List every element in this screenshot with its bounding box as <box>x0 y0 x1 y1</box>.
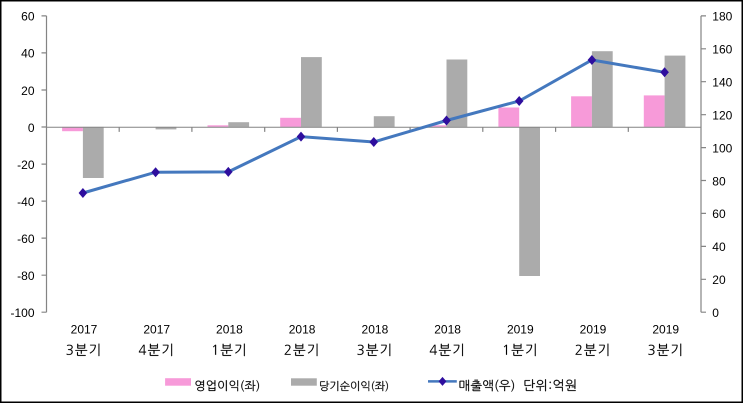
svg-text:2019: 2019 <box>652 323 679 337</box>
svg-text:2019: 2019 <box>580 323 607 337</box>
svg-text:-40: -40 <box>17 195 35 209</box>
svg-text:-20: -20 <box>17 158 35 172</box>
svg-text:-100: -100 <box>10 306 34 320</box>
svg-text:-60: -60 <box>17 232 35 246</box>
svg-text:0: 0 <box>712 306 719 320</box>
svg-text:80: 80 <box>712 174 726 188</box>
svg-text:20: 20 <box>712 273 726 287</box>
svg-text:2017: 2017 <box>143 323 170 337</box>
svg-text:0: 0 <box>28 121 35 135</box>
svg-text:140: 140 <box>712 76 732 90</box>
svg-text:20: 20 <box>21 84 35 98</box>
svg-text:2018: 2018 <box>362 323 389 337</box>
svg-text:160: 160 <box>712 43 732 57</box>
svg-text:40: 40 <box>21 47 35 61</box>
svg-text:2018: 2018 <box>434 323 461 337</box>
svg-text:60: 60 <box>21 10 35 24</box>
svg-text:2018: 2018 <box>289 323 316 337</box>
svg-text:40: 40 <box>712 240 726 254</box>
svg-text:2019: 2019 <box>507 323 534 337</box>
svg-text:100: 100 <box>712 141 732 155</box>
svg-text:60: 60 <box>712 207 726 221</box>
svg-text:2017: 2017 <box>71 323 98 337</box>
svg-text:2018: 2018 <box>216 323 243 337</box>
svg-text:120: 120 <box>712 109 732 123</box>
svg-text:180: 180 <box>712 10 732 24</box>
svg-text:-80: -80 <box>17 269 35 283</box>
